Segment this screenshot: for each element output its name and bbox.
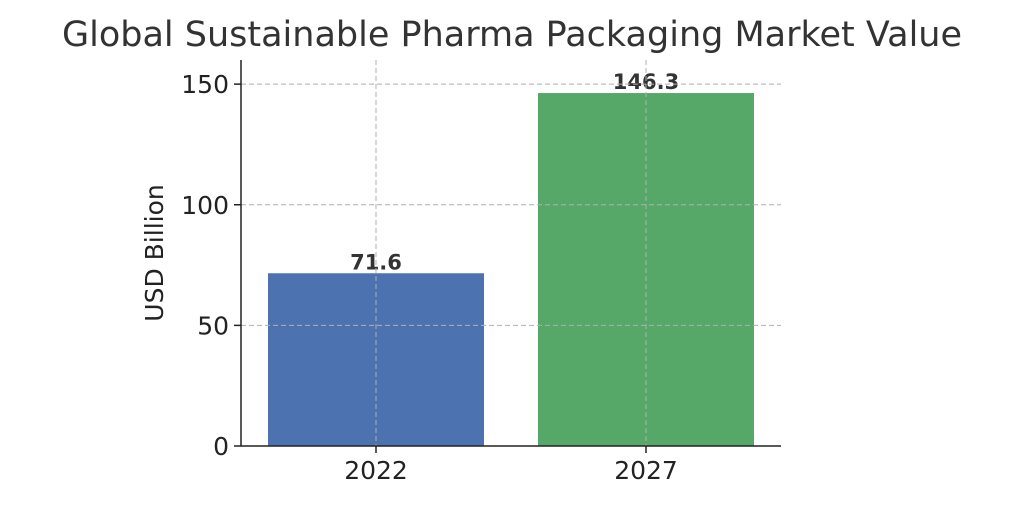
y-tick-label: 50 — [197, 311, 229, 340]
y-tick-label: 100 — [181, 191, 229, 220]
bar-value-label: 146.3 — [613, 70, 679, 94]
y-axis-label: USD Billion — [140, 184, 169, 321]
chart-title: Global Sustainable Pharma Packaging Mark… — [62, 15, 962, 55]
x-tick-label: 2027 — [614, 456, 678, 485]
y-tick-label: 150 — [181, 70, 229, 99]
x-tick-label: 2022 — [344, 456, 408, 485]
y-tick-label: 0 — [213, 432, 229, 461]
